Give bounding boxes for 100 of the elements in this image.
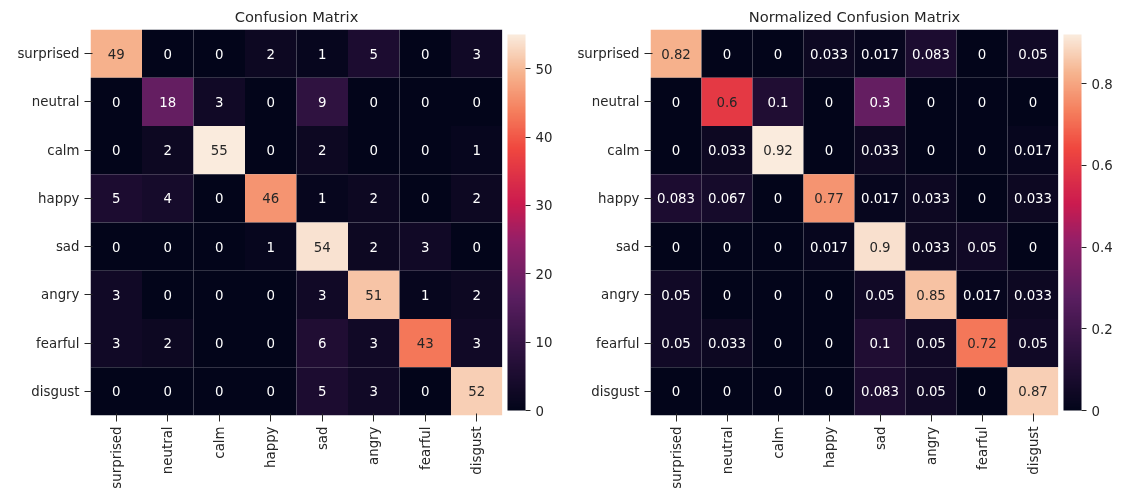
data-label: 0	[773, 191, 783, 207]
data-label: 0	[112, 384, 121, 400]
data-label: 0.033	[911, 191, 951, 207]
data-label: 0.92	[763, 143, 793, 159]
data-label: 0.017	[860, 191, 900, 207]
data-label: 43	[416, 336, 434, 352]
data-label: 0	[977, 191, 987, 207]
color-bar-label: 0	[1091, 403, 1100, 419]
data-label: 0	[977, 143, 987, 159]
data-label: 1	[472, 143, 481, 159]
data-label: 0.72	[967, 336, 997, 352]
data-label: 0	[215, 46, 224, 62]
y-tick-label: fearful	[596, 335, 640, 351]
data-label: 0	[472, 239, 481, 255]
data-label: 0	[215, 336, 224, 352]
data-label: 0	[266, 384, 275, 400]
data-label: 49	[107, 46, 125, 62]
data-label: 0.6	[716, 94, 738, 110]
data-label: 5	[112, 191, 121, 207]
data-label: 2	[369, 239, 378, 255]
data-label: 0.017	[860, 46, 900, 62]
data-label: 0	[977, 384, 987, 400]
data-label: 0	[215, 384, 224, 400]
data-label: 0.033	[809, 46, 849, 62]
data-label: 0	[215, 239, 224, 255]
x-tick-label: disgust	[469, 426, 485, 475]
data-label: 0	[369, 143, 378, 159]
data-label: 3	[318, 287, 327, 303]
data-label: 0.033	[1013, 191, 1053, 207]
color-bar-label: 30	[535, 198, 553, 214]
x-tick-label: fearful	[417, 426, 433, 470]
data-label: 2	[163, 336, 172, 352]
x-tick-label: neutral	[719, 426, 735, 475]
data-label: 0	[112, 239, 121, 255]
data-label: 1	[318, 46, 327, 62]
color-bar-label: 0.8	[1091, 76, 1113, 92]
y-tick-label: neutral	[31, 94, 80, 110]
data-label: 2	[163, 143, 172, 159]
data-label: 0.033	[707, 336, 747, 352]
data-label: 0.017	[962, 287, 1002, 303]
data-label: 0	[266, 336, 275, 352]
data-label: 18	[159, 94, 177, 110]
x-tick-label: disgust	[1025, 426, 1041, 475]
data-label: 0.82	[661, 46, 691, 62]
data-label: 0.3	[869, 94, 891, 110]
data-label: 0	[722, 46, 732, 62]
y-tick-label: sad	[55, 239, 80, 255]
data-label: 0	[163, 46, 172, 62]
data-label: 0.05	[865, 287, 895, 303]
y-tick-label: surprised	[577, 46, 640, 62]
data-label: 0	[215, 191, 224, 207]
data-label: 0	[722, 287, 732, 303]
y-tick-label: fearful	[36, 335, 80, 351]
data-label: 0.77	[814, 191, 844, 207]
data-label: 0	[421, 94, 430, 110]
data-label: 0	[722, 384, 732, 400]
data-label: 0	[926, 94, 936, 110]
x-tick-label: sad	[314, 426, 330, 451]
data-label: 0	[163, 287, 172, 303]
data-label: 5	[369, 46, 378, 62]
data-label: 0	[112, 94, 121, 110]
data-label: 3	[472, 46, 481, 62]
y-tick-label: surprised	[17, 46, 80, 62]
data-label: 0	[163, 239, 172, 255]
color-bar-label: 40	[535, 130, 553, 146]
x-tick-label: surprised	[108, 426, 124, 489]
data-label: 0	[369, 94, 378, 110]
data-label: 0	[472, 94, 481, 110]
data-label: 2	[266, 46, 275, 62]
data-label: 0	[215, 287, 224, 303]
data-label: 0	[266, 143, 275, 159]
x-tick-label: neutral	[160, 426, 176, 475]
data-label: 5	[318, 384, 327, 400]
y-tick-label: calm	[607, 142, 640, 158]
y-tick-label: neutral	[591, 94, 640, 110]
x-tick-label: surprised	[668, 426, 684, 489]
color-bar-label: 0.2	[1091, 321, 1113, 337]
data-label: 4	[163, 191, 172, 207]
data-label: 0.05	[967, 239, 997, 255]
data-label: 0.05	[661, 336, 691, 352]
y-tick-label: disgust	[31, 383, 80, 399]
data-label: 3	[112, 336, 121, 352]
data-label: 0.05	[916, 384, 946, 400]
color-bar-label: 0	[535, 403, 544, 419]
data-label: 0	[773, 287, 783, 303]
data-label: 6	[318, 336, 327, 352]
data-label: 2	[369, 191, 378, 207]
data-label: 0	[824, 384, 834, 400]
y-tick-label: disgust	[591, 383, 640, 399]
data-label: 0	[671, 239, 681, 255]
data-label: 1	[318, 191, 327, 207]
data-label: 46	[262, 191, 280, 207]
color-bar-label: 50	[535, 61, 553, 77]
data-label: 2	[318, 143, 327, 159]
data-label: 0.033	[707, 143, 747, 159]
data-label: 51	[365, 287, 383, 303]
data-label: 0	[977, 94, 987, 110]
data-label: 0	[266, 287, 275, 303]
y-tick-label: happy	[598, 190, 640, 206]
data-label: 0	[1028, 94, 1038, 110]
